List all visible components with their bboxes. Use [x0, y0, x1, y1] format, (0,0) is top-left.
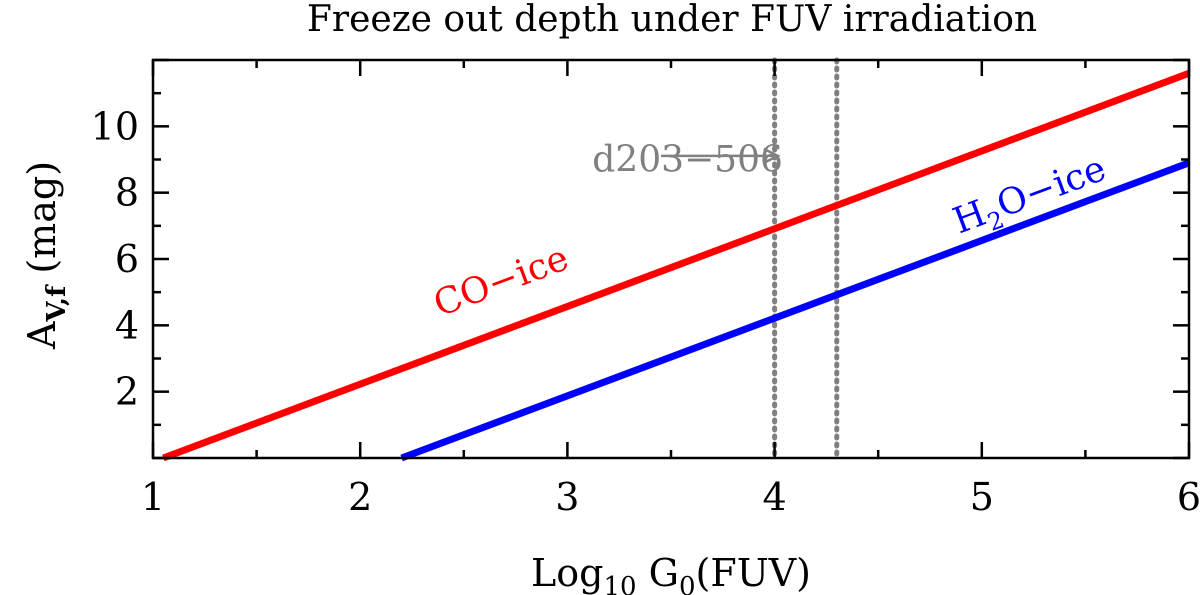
- y-tick-label: 8: [115, 171, 139, 215]
- annotation-label: d203−506: [592, 140, 783, 181]
- y-tick-label: 4: [115, 303, 139, 347]
- annotation-arrow-head: [763, 147, 781, 164]
- x-tick-label: 5: [970, 475, 994, 519]
- plot-frame: [151, 58, 1191, 460]
- x-axis-label: Log10 G0(FUV): [531, 551, 811, 595]
- x-tick-label: 6: [1177, 475, 1200, 519]
- x-tick-label: 2: [348, 475, 372, 519]
- series-line-co-ice: [162, 69, 1191, 462]
- x-tick-label: 1: [141, 475, 165, 519]
- chart-title: Freeze out depth under FUV irradiation: [307, 0, 1037, 40]
- y-axis-label: AV,f (mag): [20, 161, 72, 350]
- y-tick-label: 10: [91, 104, 139, 148]
- y-tick-label: 6: [115, 237, 139, 281]
- series-line-h2o-ice: [400, 159, 1191, 462]
- x-tick-label: 3: [555, 475, 579, 519]
- x-tick-label: 4: [763, 475, 787, 519]
- y-tick-label: 2: [115, 370, 139, 414]
